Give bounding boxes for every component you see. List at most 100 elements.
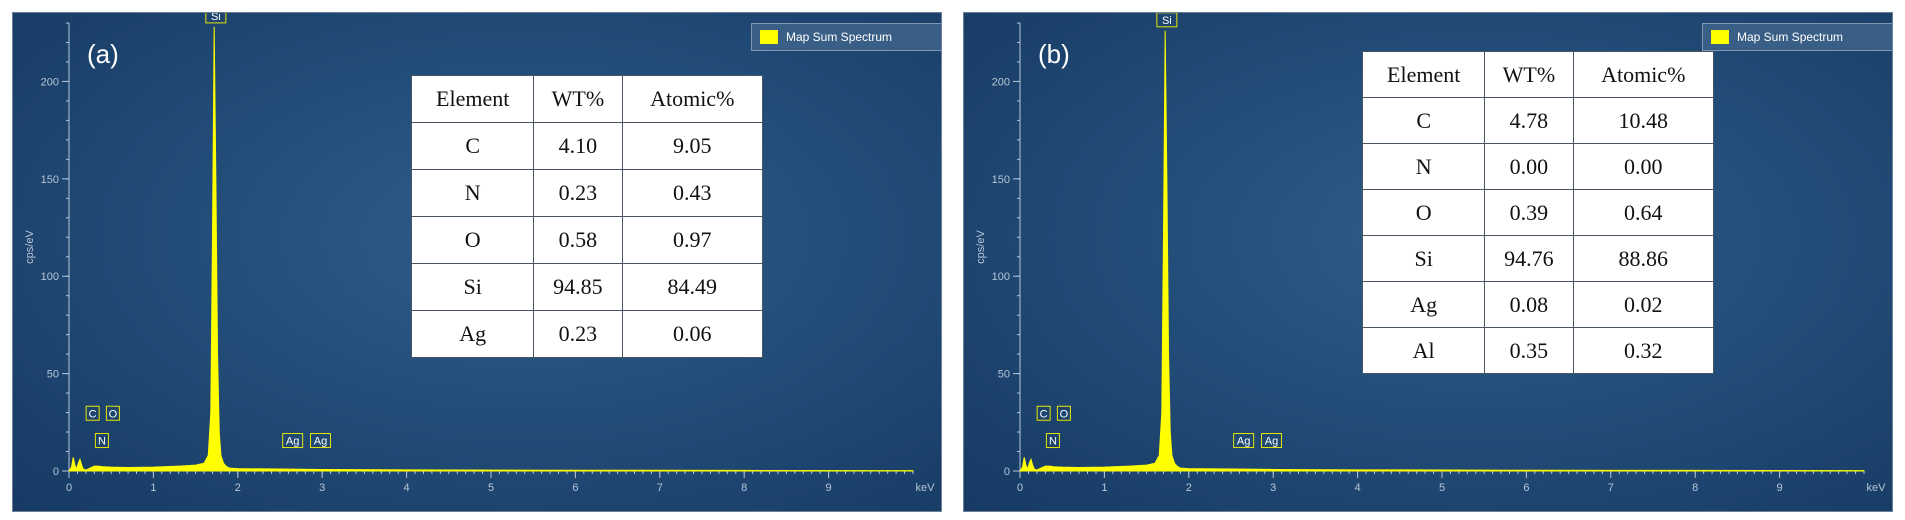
table-cell: 0.58 xyxy=(533,216,623,264)
legend-text-a: Map Sum Spectrum xyxy=(786,30,893,44)
table-cell: 88.86 xyxy=(1572,235,1714,282)
table-cell: 0.23 xyxy=(533,169,623,217)
table-header-cell: WT% xyxy=(533,75,623,123)
table-row: C 4.78 10.48 xyxy=(1361,97,1714,144)
table-cell: 94.76 xyxy=(1484,235,1574,282)
spectrum-panel-a: 0 50 100 150 200 cps/eV 0 1 2 3 4 5 6 7 8 9 keV Si C O N Ag Ag… xyxy=(12,12,942,512)
element-marker-box xyxy=(85,405,100,421)
table-row: O 0.58 0.97 xyxy=(410,216,763,264)
table-cell: O xyxy=(410,216,535,264)
table-row: Ag 0.23 0.06 xyxy=(410,310,763,358)
x-axis-unit: keV xyxy=(916,482,936,494)
element-marker-label: O xyxy=(1060,408,1069,420)
table-cell: 94.85 xyxy=(533,263,623,311)
panel-label-b: (b) xyxy=(1038,39,1070,69)
y-tick-label: 200 xyxy=(992,76,1010,88)
x-tick-label: 7 xyxy=(657,482,663,494)
element-marker-label: O xyxy=(109,408,118,420)
x-axis-unit: keV xyxy=(1867,482,1887,494)
element-marker-ag: Ag xyxy=(1261,433,1283,449)
table-header-cell: Atomic% xyxy=(621,75,763,123)
table-cell: Ag xyxy=(1361,281,1486,328)
x-tick-label: 8 xyxy=(1692,482,1698,494)
table-cell: 10.48 xyxy=(1572,97,1714,144)
composition-table-a: Element WT% Atomic% C 4.10 9.05 N 0.23 0.43 O 0.58… xyxy=(410,75,763,358)
x-tick-label: 0 xyxy=(1017,482,1023,494)
table-cell: 84.49 xyxy=(621,263,763,311)
x-tick-label: 2 xyxy=(1186,482,1192,494)
y-tick-label: 100 xyxy=(992,271,1010,283)
table-cell: 4.10 xyxy=(533,122,623,170)
table-header-cell: Atomic% xyxy=(1572,51,1714,98)
x-tick-label: 3 xyxy=(1270,482,1276,494)
composition-table-b: Element WT% Atomic% C 4.78 10.48 N 0.00 0.00 O 0.3… xyxy=(1361,51,1714,374)
table-cell: Ag xyxy=(410,310,535,358)
table-cell: 0.06 xyxy=(621,310,763,358)
element-marker-label: Ag xyxy=(314,436,327,448)
element-marker-box xyxy=(1261,433,1283,449)
table-cell: 0.00 xyxy=(1572,143,1714,190)
legend-text-b: Map Sum Spectrum xyxy=(1737,30,1844,44)
x-tick-label: 3 xyxy=(319,482,325,494)
element-marker-ag: Ag xyxy=(310,433,332,449)
table-cell: 0.64 xyxy=(1572,189,1714,236)
y-tick-label: 50 xyxy=(47,369,59,381)
element-marker-box xyxy=(1156,13,1178,28)
x-tick-label: 5 xyxy=(1439,482,1445,494)
table-cell: C xyxy=(410,122,535,170)
legend-b: Map Sum Spectrum xyxy=(1702,23,1892,51)
table-cell: O xyxy=(1361,189,1486,236)
element-marker-label: N xyxy=(1049,436,1057,448)
legend-swatch-a xyxy=(760,30,778,44)
element-marker-label: Si xyxy=(1162,15,1172,27)
element-marker-label: N xyxy=(98,436,106,448)
table-cell: C xyxy=(1361,97,1486,144)
y-axis-label: cps/eV xyxy=(975,230,987,264)
table-row: Si 94.85 84.49 xyxy=(410,263,763,311)
x-tick-label: 0 xyxy=(66,482,72,494)
element-marker-box xyxy=(205,13,227,24)
x-tick-label: 9 xyxy=(826,482,832,494)
table-cell: N xyxy=(410,169,535,217)
element-marker-box xyxy=(1045,433,1060,449)
panel-label-a: (a) xyxy=(87,39,119,69)
element-marker-o: O xyxy=(1056,405,1071,421)
element-marker-ag: Ag xyxy=(282,433,304,449)
element-marker-box xyxy=(94,433,109,449)
spectrum-area xyxy=(68,26,914,472)
element-marker-box xyxy=(310,433,332,449)
element-marker-box xyxy=(1233,433,1255,449)
x-tick-label: 6 xyxy=(572,482,578,494)
table-cell: 4.78 xyxy=(1484,97,1574,144)
x-tick-label: 1 xyxy=(150,482,156,494)
y-tick-label: 150 xyxy=(992,174,1010,186)
y-tick-label: 0 xyxy=(53,466,59,478)
x-tick-label: 5 xyxy=(488,482,494,494)
x-tick-label: 8 xyxy=(741,482,747,494)
table-cell: 0.08 xyxy=(1484,281,1574,328)
table-header-row: Element WT% Atomic% xyxy=(410,75,763,123)
element-marker-label: Ag xyxy=(1265,436,1278,448)
x-tick-label: 4 xyxy=(404,482,410,494)
y-tick-label: 100 xyxy=(41,271,59,283)
table-cell: 0.02 xyxy=(1572,281,1714,328)
spectrum-area xyxy=(1019,30,1865,472)
element-marker-c: C xyxy=(85,405,100,421)
table-cell: 9.05 xyxy=(621,122,763,170)
element-marker-si: Si xyxy=(1156,13,1178,28)
element-marker-box xyxy=(105,405,120,421)
element-marker-ag: Ag xyxy=(1233,433,1255,449)
table-cell: N xyxy=(1361,143,1486,190)
element-marker-n: N xyxy=(1045,433,1060,449)
y-tick-label: 200 xyxy=(41,76,59,88)
table-row: C 4.10 9.05 xyxy=(410,122,763,170)
table-cell: Si xyxy=(1361,235,1486,282)
legend-swatch-b xyxy=(1711,30,1729,44)
table-header-row: Element WT% Atomic% xyxy=(1361,51,1714,98)
y-tick-label: 150 xyxy=(41,174,59,186)
table-row: Al 0.35 0.32 xyxy=(1361,327,1714,374)
element-marker-box xyxy=(1036,405,1051,421)
y-tick-label: 50 xyxy=(998,369,1010,381)
